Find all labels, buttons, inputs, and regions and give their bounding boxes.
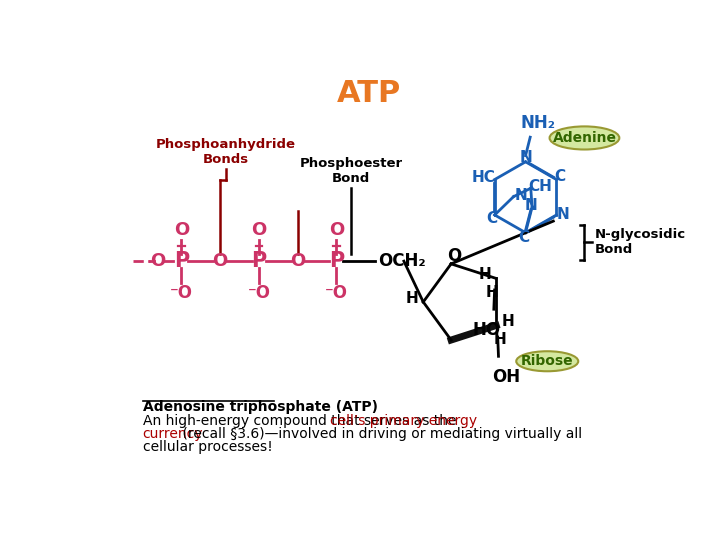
Text: N-glycosidic
Bond: N-glycosidic Bond (595, 228, 685, 256)
Text: ATP: ATP (337, 79, 401, 107)
Text: O: O (174, 221, 189, 239)
Text: ⁻O: ⁻O (170, 285, 193, 302)
Text: N: N (524, 198, 537, 213)
Text: H: H (494, 332, 506, 347)
Text: OH: OH (492, 368, 521, 386)
Text: Phosphoester
Bond: Phosphoester Bond (300, 157, 402, 185)
Text: P: P (329, 251, 344, 271)
Text: O: O (251, 221, 266, 239)
Text: Adenosine triphosphate (ATP): Adenosine triphosphate (ATP) (143, 400, 378, 414)
Text: ⁻O: ⁻O (248, 285, 271, 302)
Ellipse shape (516, 351, 578, 372)
Text: H: H (486, 285, 499, 300)
Text: CH: CH (528, 179, 552, 194)
Text: P: P (251, 251, 266, 271)
Text: NH₂: NH₂ (521, 114, 555, 132)
Text: H: H (406, 291, 419, 306)
Text: Adenine: Adenine (552, 131, 616, 145)
Text: HO: HO (472, 321, 500, 339)
Text: H: H (501, 314, 514, 329)
Text: O: O (447, 247, 462, 265)
Text: N: N (557, 207, 569, 222)
Text: currency: currency (143, 427, 203, 441)
Text: N: N (519, 150, 532, 165)
Text: cell’s primary energy: cell’s primary energy (330, 414, 477, 428)
Text: An high-energy compound that serves as the: An high-energy compound that serves as t… (143, 414, 461, 428)
Text: O: O (212, 252, 228, 270)
Text: N: N (515, 187, 528, 202)
Text: H: H (479, 267, 492, 282)
Text: P: P (174, 251, 189, 271)
Text: ⁻O: ⁻O (325, 285, 348, 302)
Text: (recall §3.6)—involved in driving or mediating virtually all: (recall §3.6)—involved in driving or med… (178, 427, 582, 441)
Text: Phosphoanhydride
Bonds: Phosphoanhydride Bonds (156, 138, 296, 166)
Text: O: O (150, 252, 166, 270)
Text: HC: HC (472, 171, 496, 186)
Text: C: C (486, 211, 497, 226)
Text: cellular processes!: cellular processes! (143, 440, 272, 454)
Text: C: C (518, 230, 530, 245)
Text: OCH₂: OCH₂ (378, 252, 426, 270)
Text: O: O (329, 221, 344, 239)
Ellipse shape (549, 126, 619, 150)
Text: Ribose: Ribose (521, 354, 574, 368)
Text: O: O (290, 252, 305, 270)
Text: C: C (554, 169, 565, 184)
